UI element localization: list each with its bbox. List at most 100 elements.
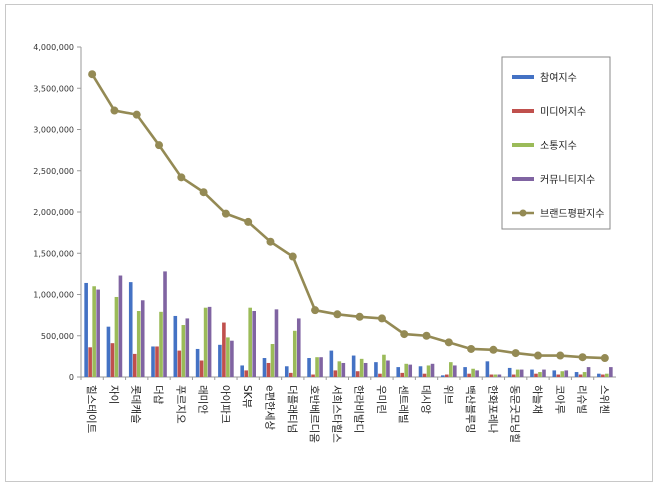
x-tick-label: 센트레빌 [397,385,409,424]
bar [556,374,561,377]
bar [230,340,234,377]
bar [493,374,498,377]
bar [378,373,382,377]
legend-swatch [512,75,534,79]
bar [240,365,244,377]
x-tick-label: 우미린 [375,385,387,414]
bar [118,275,123,377]
bar [351,355,356,377]
line-point [444,338,453,347]
line-point [199,188,208,197]
bar [418,366,423,377]
x-tick-label: 데시앙 [420,385,432,414]
x-tick-label: 서희스타힐스 [330,385,343,443]
x-tick-label: 스위첸 [598,385,611,414]
y-tick-label: 4,000,000 [33,43,74,52]
bar [270,344,275,377]
bar [507,367,512,377]
y-tick-label: 1,500,000 [33,249,74,258]
bar [519,369,524,377]
bar [92,286,96,377]
bar [296,318,301,377]
bar [404,363,409,377]
x-tick-label: 래미안 [197,385,209,414]
line-point [578,353,587,362]
line-point [600,354,609,363]
x-tick-label: 리슈빌 [576,385,588,414]
bar [106,326,111,377]
bar [538,372,542,377]
bar [84,282,88,377]
bar [560,371,565,377]
bar [248,307,252,377]
line-point [266,237,275,246]
bar [140,300,145,377]
bar [222,322,226,377]
bar [173,315,178,377]
x-tick-label: 위브 [442,385,455,405]
line-point [355,312,364,321]
legend-label: 브랜드평판지수 [540,208,604,220]
bar [497,374,502,377]
legend-label: 미디어지수 [540,106,586,118]
bar [355,371,360,377]
legend-swatch [512,109,534,113]
legend-swatch [512,177,534,181]
bar [252,311,256,377]
bar [605,373,609,377]
bar [284,366,289,377]
bar [542,369,546,377]
line-point [177,173,186,182]
bar [262,358,267,377]
line-point [88,70,97,79]
bar [485,361,490,377]
bar [315,357,319,377]
bar [185,318,190,377]
bar [530,369,534,377]
bar [341,362,346,377]
line-point [132,110,141,119]
bar [159,311,163,377]
bar [319,357,323,377]
bar [582,372,587,377]
y-tick-label: 500,000 [41,332,74,341]
bar [597,373,601,377]
y-tick-label: 0 [69,373,74,382]
chart-frame: 0 500,000 1,000,000 1,500,000 2,000,000 2,500… [5,4,653,482]
bar [463,367,467,377]
bar [311,374,315,377]
y-tick-label: 2,000,000 [33,208,74,217]
legend-label: 커뮤니티지수 [540,174,595,186]
x-tick-label: 롯데캐슬 [130,385,142,424]
bar [534,373,538,377]
line-point [533,351,542,360]
x-tick-label: 푸르지오 [174,385,186,424]
bar [110,343,115,377]
x-tick-label: 동문굿모닝힐 [509,385,522,443]
line-point [110,106,119,115]
line-point [311,306,320,315]
bar [426,365,431,377]
bar [552,370,557,377]
line-point [556,351,565,360]
y-tick-label: 1,000,000 [33,291,74,300]
bar [441,375,445,377]
bar [114,296,119,377]
y-tick-label: 2,500,000 [33,167,74,176]
legend-marker [519,209,527,217]
bar [96,289,100,377]
bar [203,307,208,377]
bar [515,369,520,377]
line-point [155,141,164,150]
bar [359,358,364,377]
bar [408,364,413,377]
bar [574,372,579,377]
bar [337,361,342,377]
line-point [244,217,253,226]
line-point [288,252,297,261]
line-point [333,310,342,319]
chart-svg: 0 500,000 1,000,000 1,500,000 2,000,000 2,500… [33,43,616,443]
bar [564,370,569,377]
bar [136,311,141,377]
bar [274,309,279,377]
